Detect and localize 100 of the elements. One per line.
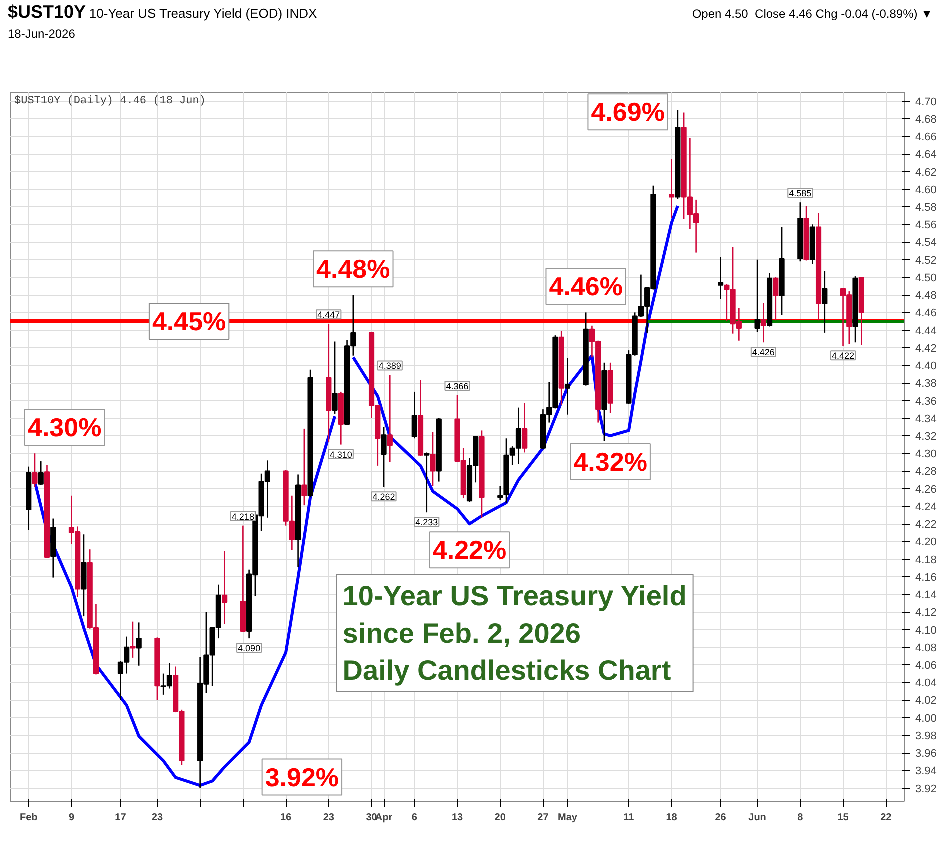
annotation: 4.389	[378, 361, 402, 372]
y-tick-label: 4.70	[916, 96, 937, 108]
annotation: 4.30%	[28, 412, 102, 443]
x-tick-label: 22	[880, 812, 892, 824]
annotation: 4.218	[232, 512, 254, 522]
x-tick-label: 6	[412, 812, 418, 824]
candlestick	[136, 622, 142, 667]
candlestick	[222, 550, 228, 626]
y-tick-label: 4.52	[916, 254, 937, 267]
annotation: 4.48%	[316, 254, 390, 284]
y-tick-label: 4.62	[916, 166, 937, 179]
annotation: 4.32%	[574, 446, 648, 477]
y-tick-label: 4.56	[916, 220, 937, 232]
x-tick-label: 20	[494, 812, 506, 824]
y-tick-label: 4.46	[916, 308, 937, 320]
text: 18-Jun-2026	[8, 26, 76, 43]
y-tick-label: 3.94	[916, 766, 937, 778]
x-tick-label: 9	[68, 812, 75, 824]
y-tick-label: 3.98	[916, 730, 937, 742]
x-tick-label: 23	[323, 812, 335, 824]
y-tick-label: 3.96	[916, 748, 937, 760]
y-tick-label: 4.32	[916, 430, 937, 443]
candlestick	[387, 374, 393, 464]
candlestick	[381, 426, 387, 488]
candlestick	[130, 621, 136, 659]
y-tick-label: 4.26	[916, 484, 937, 496]
y-tick-label: 4.18	[916, 554, 937, 566]
y-tick-label: 4.48	[916, 290, 937, 302]
x-tick-label: 18	[666, 812, 678, 824]
y-tick-label: 4.44	[916, 325, 937, 338]
y-tick-label: 4.12	[916, 607, 937, 620]
candlestick	[430, 432, 436, 487]
annotation: 4.422	[832, 351, 855, 362]
y-tick-label: 4.14	[916, 590, 937, 602]
y-tick-label: 4.42	[916, 342, 937, 355]
annotation: $UST10Y (Daily) 4.46 (18 Jun)	[14, 96, 206, 108]
x-tick-label: Feb	[20, 812, 38, 824]
annotation: 4.310	[330, 450, 352, 460]
candlestick	[760, 302, 766, 344]
annotation: 3.92%	[265, 762, 340, 792]
candlestick	[302, 428, 308, 506]
candlestick	[822, 270, 828, 334]
annotation: 4.426	[752, 348, 775, 358]
x-tick-label: Jun	[748, 812, 766, 824]
ref-line-label: 4.45%	[152, 306, 226, 336]
x-tick-label: 15	[838, 812, 850, 824]
annotation: 4.46%	[549, 272, 623, 302]
y-tick-label: 4.00	[916, 712, 937, 725]
x-tick-label: May	[558, 812, 578, 824]
y-tick-label: 4.02	[916, 695, 937, 708]
y-tick-label: 4.66	[916, 132, 937, 144]
annotation: 4.262	[372, 492, 396, 502]
x-tick-label: 16	[280, 812, 292, 824]
candlestick	[38, 460, 44, 486]
y-tick-label: 4.30	[916, 448, 937, 461]
candlestick	[522, 402, 528, 454]
candlestick	[332, 341, 338, 415]
y-tick-label: 4.24	[916, 501, 937, 514]
y-tick-label: 4.34	[916, 413, 937, 426]
candlestick	[564, 358, 571, 416]
y-tick-label: 4.54	[916, 237, 937, 250]
y-tick-label: 4.28	[916, 466, 937, 478]
annotation: 4.585	[789, 188, 812, 199]
y-tick-label: 4.58	[916, 202, 937, 214]
candlestick	[754, 259, 760, 333]
x-tick-label: 26	[715, 812, 727, 824]
candlestick	[669, 158, 675, 220]
y-tick-label: 3.92	[916, 783, 937, 796]
y-tick-label: 4.04	[916, 678, 937, 690]
chart-subtitle: 10-Year US Treasury Yield (EOD) INDX	[89, 6, 318, 21]
candlestick	[32, 452, 38, 488]
x-tick-label: 23	[152, 812, 164, 824]
annotation: 4.447	[318, 310, 340, 320]
y-tick-label: 4.36	[916, 396, 937, 408]
x-tick-label: 8	[798, 812, 804, 824]
annotation: 4.366	[446, 381, 469, 392]
y-tick-label: 4.06	[916, 660, 937, 672]
y-tick-label: 4.40	[916, 360, 937, 373]
x-tick-label: 11	[624, 812, 635, 824]
candlestick	[498, 486, 504, 501]
y-tick-label: 4.50	[916, 272, 937, 284]
chart-title: $UST10Y	[8, 2, 86, 22]
y-tick-label: 4.08	[916, 642, 937, 654]
x-tick-label: 27	[538, 812, 550, 824]
x-tick-label: 13	[452, 812, 464, 824]
y-tick-label: 4.38	[916, 378, 937, 390]
candlestick	[424, 452, 430, 514]
y-tick-label: 4.10	[916, 624, 937, 637]
annotation: 4.22%	[432, 535, 507, 566]
annotation: 4.69%	[591, 97, 665, 128]
y-tick-label: 4.22	[916, 519, 937, 532]
y-tick-label: 4.64	[916, 149, 937, 162]
text: Open 4.50 Close 4.46 Chg -0.04 (-0.89%) ▼	[692, 7, 933, 21]
candlestick	[773, 276, 779, 322]
y-tick-label: 4.68	[916, 114, 937, 126]
annotation: 4.233	[416, 518, 438, 528]
annotation: 4.090	[238, 644, 261, 654]
candlestick	[718, 256, 724, 300]
candlestick	[412, 391, 418, 440]
y-tick-label: 4.60	[916, 184, 937, 196]
